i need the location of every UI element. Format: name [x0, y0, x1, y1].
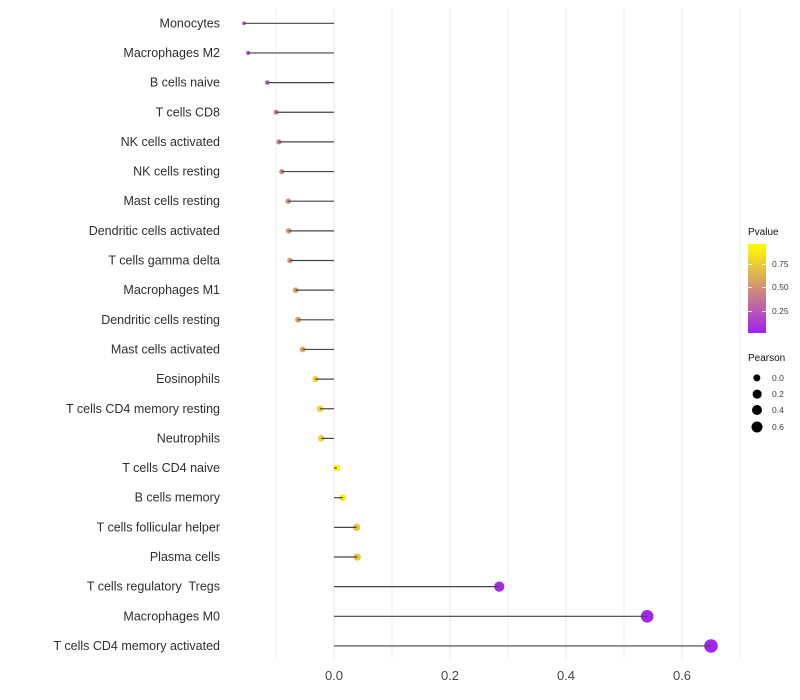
pearson-legend-tick-label: 0.2: [772, 389, 784, 399]
y-axis-label: Macrophages M0: [123, 609, 220, 623]
colorbar-tick: [762, 310, 766, 312]
y-axis-label: T cells follicular helper: [97, 520, 220, 534]
y-axis-label: B cells memory: [135, 491, 221, 505]
y-axis-label: T cells CD8: [156, 105, 220, 119]
y-axis-label: Neutrophils: [157, 431, 220, 445]
y-axis-label: Plasma cells: [150, 550, 220, 564]
colorbar-tick: [748, 264, 752, 266]
point-dot: [276, 139, 282, 145]
y-axis-label: Monocytes: [160, 16, 220, 30]
y-axis-label: Dendritic cells activated: [89, 224, 220, 238]
colorbar-tick-label: 0.25: [772, 305, 789, 316]
pearson-legend: Pearson 0.0 0.2 0.4 0.6: [748, 353, 800, 443]
pearson-legend-tick-label: 0.6: [772, 421, 784, 432]
colorbar-tick: [748, 287, 752, 289]
x-axis-tick-label: 0.2: [441, 668, 459, 683]
pearson-legend-title: Pearson: [748, 353, 786, 364]
x-axis-tick-label: 0.6: [673, 668, 691, 683]
pvalue-legend-title: Pvalue: [748, 227, 779, 238]
y-axis-label: Macrophages M1: [123, 283, 220, 297]
y-axis-label: T cells gamma delta: [108, 254, 220, 268]
y-axis-label: NK cells activated: [121, 135, 220, 149]
colorbar-tick-label: 0.75: [772, 259, 789, 270]
pearson-legend-tick-label: 0.0: [772, 372, 784, 383]
y-axis-label: T cells regulatory Tregs: [87, 580, 220, 594]
y-axis-label: Dendritic cells resting: [101, 313, 220, 327]
y-axis-label: T cells CD4 naive: [122, 461, 220, 475]
y-axis-label: Macrophages M2: [123, 46, 220, 60]
pearson-legend-dot: [753, 374, 761, 382]
colorbar-tick: [762, 264, 766, 266]
x-axis-tick-label: 0.4: [557, 668, 575, 683]
y-axis-label: Mast cells resting: [123, 194, 220, 208]
pearson-legend-dot: [751, 421, 763, 433]
pearson-legend-dot: [752, 389, 762, 399]
pearson-legend-tick-label: 0.4: [772, 405, 784, 416]
y-axis-label: B cells naive: [150, 76, 220, 90]
y-axis-label: T cells CD4 memory activated: [54, 639, 221, 653]
pvalue-legend: Pvalue 0.75 0.50 0.25: [748, 227, 800, 347]
y-axis-label: Eosinophils: [156, 372, 220, 386]
x-axis-tick-label: 0.0: [325, 668, 343, 683]
y-axis-label: Mast cells activated: [111, 342, 220, 356]
colorbar-tick-label: 0.50: [772, 282, 789, 293]
colorbar-tick: [748, 310, 752, 312]
y-axis-label: T cells CD4 memory resting: [66, 402, 220, 416]
colorbar-tick: [762, 287, 766, 289]
pearson-legend-dot: [752, 405, 762, 416]
y-axis-label: NK cells resting: [133, 165, 220, 179]
pvalue-colorbar: [748, 244, 766, 333]
